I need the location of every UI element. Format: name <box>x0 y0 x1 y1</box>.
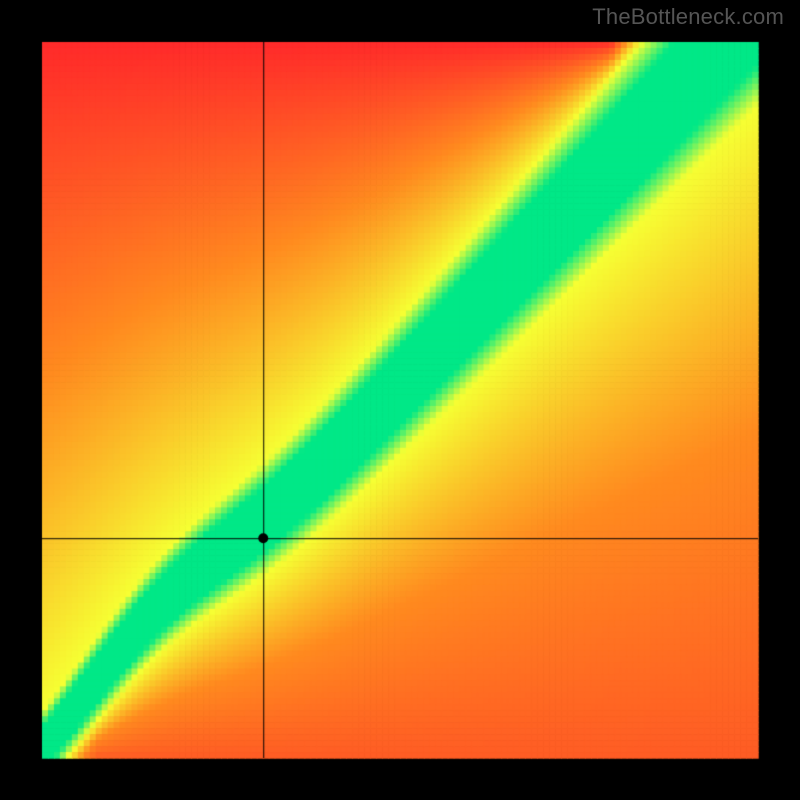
watermark-text: TheBottleneck.com <box>592 4 784 30</box>
bottleneck-heatmap <box>0 0 800 800</box>
chart-container: TheBottleneck.com <box>0 0 800 800</box>
